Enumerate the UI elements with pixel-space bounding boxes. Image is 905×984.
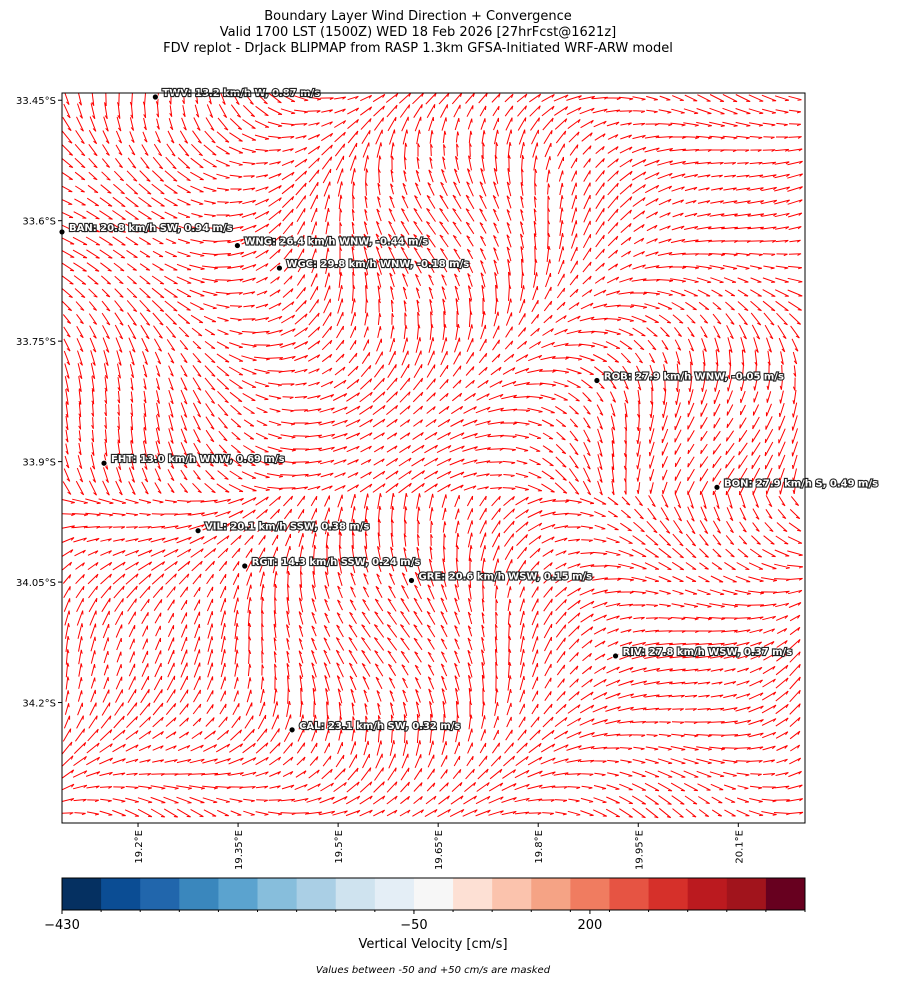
colorbar-swatch: [62, 878, 102, 910]
x-tick-label: 19.5°E: [334, 830, 345, 864]
colorbar-swatch: [374, 878, 415, 910]
station-point: [276, 264, 283, 272]
colorbar-swatch: [648, 878, 689, 910]
station-label: WNG: 26.4 km/h WNW, -0.44 m/s: [244, 237, 428, 248]
colorbar-swatch: [140, 878, 180, 910]
colorbar-swatch: [453, 878, 493, 910]
x-tick-label: 20.1°E: [734, 830, 745, 864]
station-label: RGT: 14.3 km/h SSW, 0.24 m/s: [252, 557, 421, 568]
title-line: FDV replot - DrJack BLIPMAP from RASP 1.…: [163, 41, 673, 56]
x-tick-label: 19.65°E: [434, 830, 445, 870]
colorbar-swatch: [687, 878, 728, 910]
colorbar-label: Vertical Velocity [cm/s]: [358, 937, 507, 952]
x-tick-label: 19.2°E: [134, 830, 145, 864]
colorbar-tick-label: −50: [400, 918, 427, 933]
colorbar-swatch: [101, 878, 141, 910]
station-label: ROB: 27.9 km/h WNW, -0.05 m/s: [604, 372, 784, 383]
colorbar-swatch: [609, 878, 650, 910]
station-label: TWV: 13.2 km/h W, 0.87 m/s: [162, 88, 320, 99]
station-point: [612, 652, 619, 660]
colorbar-swatch: [335, 878, 376, 910]
station-label: RIV: 27.8 km/h WSW, 0.37 m/s: [623, 647, 793, 658]
station-label: VIL: 20.1 km/h SSW, 0.38 m/s: [205, 522, 369, 533]
station-label: GRE: 20.6 km/h WSW, 0.15 m/s: [418, 571, 592, 582]
station-point: [288, 726, 296, 734]
y-tick-label: 33.45°S: [16, 96, 56, 107]
colorbar-swatch: [765, 878, 806, 910]
y-tick-label: 33.75°S: [16, 337, 56, 348]
wind-arrows: [61, 92, 804, 819]
colorbar-swatch: [296, 878, 337, 910]
colorbar-tick-label: −430: [44, 918, 80, 933]
station-point: [408, 577, 415, 584]
station-point: [234, 242, 241, 249]
colorbar-swatch: [531, 878, 571, 910]
map-frame: [61, 92, 806, 824]
station-label: CAL: 23.1 km/h SW, 0.32 m/s: [299, 721, 460, 732]
y-tick-label: 34.2°S: [22, 699, 56, 710]
colorbar-swatch: [413, 878, 454, 910]
station-point: [151, 93, 159, 101]
x-tick-label: 19.35°E: [234, 830, 245, 870]
station-point: [713, 483, 721, 491]
colorbar-frame: [61, 877, 806, 911]
wind-layer: [61, 92, 804, 819]
title-line: Valid 1700 LST (1500Z) WED 18 Feb 2026 […: [220, 25, 616, 40]
colorbar-swatch: [570, 878, 610, 910]
colorbar-swatch: [218, 878, 259, 910]
colorbar-swatch: [179, 878, 219, 910]
footnote: Values between -50 and +50 cm/s are mask…: [316, 965, 551, 976]
y-tick-label: 33.9°S: [22, 458, 56, 469]
x-tick-label: 19.95°E: [634, 830, 645, 870]
colorbar-swatch: [492, 878, 532, 910]
station-label: BAN: 20.8 km/h SW, 0.94 m/s: [69, 223, 233, 234]
title-line: Boundary Layer Wind Direction + Converge…: [264, 9, 572, 24]
station-point: [593, 377, 601, 384]
colorbar-tick-label: 200: [578, 918, 603, 933]
station-label: BON: 27.9 km/h S, 0.49 m/s: [724, 478, 878, 489]
station-label: FHT: 13.0 km/h WNW, 0.69 m/s: [111, 454, 285, 465]
colorbar-swatch: [726, 878, 767, 910]
x-tick-label: 19.8°E: [534, 830, 545, 864]
y-tick-label: 34.05°S: [16, 578, 56, 589]
y-tick-label: 33.6°S: [22, 217, 56, 228]
station-label: WGC: 29.8 km/h WNW, -0.18 m/s: [286, 259, 469, 270]
map-overlay: 33.45°S 33.6°S 33.75°S 33.9°S 34.05°S 34.2°S 1…: [16, 87, 879, 870]
station-point: [100, 459, 108, 467]
station-point: [194, 527, 202, 535]
colorbar-swatch: [257, 878, 298, 910]
station-point: [241, 562, 249, 570]
